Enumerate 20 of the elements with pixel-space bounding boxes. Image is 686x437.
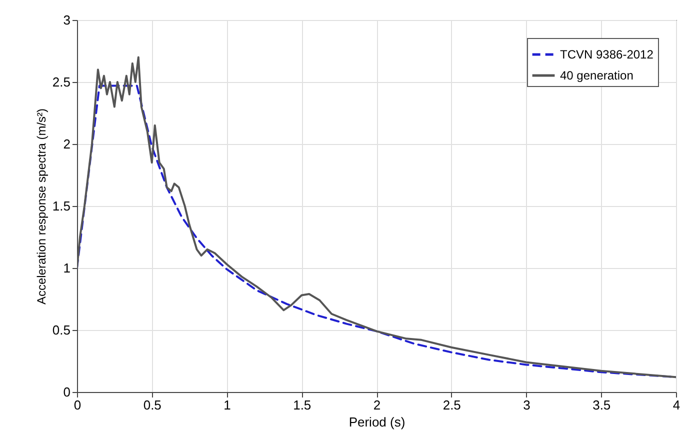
x-tick-label: 2.5 (442, 398, 461, 412)
x-tick-label: 3 (523, 398, 530, 412)
x-tick-label: 1 (224, 398, 231, 412)
x-axis-title: Period (s) (348, 414, 406, 430)
x-tick-label: 0.5 (143, 398, 162, 412)
y-tick-label: 2.5 (52, 74, 70, 90)
y-tick-label: 1 (63, 260, 70, 276)
x-tick-label: 1.5 (293, 398, 312, 412)
x-tick-label: 4 (672, 398, 680, 412)
x-tick-label: 3.5 (592, 398, 611, 412)
y-tick-label: 0 (63, 384, 70, 400)
y-tick-label: 1.5 (52, 198, 70, 214)
x-tick-label: 0 (74, 398, 82, 412)
y-axis-title: Acceleration response spectra (m/s²) (34, 108, 48, 305)
x-tick-label: 2 (373, 398, 381, 412)
legend-label: 40 generation (560, 68, 634, 82)
y-tick-label: 0.5 (52, 322, 70, 338)
y-tick-label: 2 (63, 136, 70, 152)
legend-label: TCVN 9386-2012 (560, 48, 654, 62)
y-tick-label: 3 (63, 12, 70, 28)
